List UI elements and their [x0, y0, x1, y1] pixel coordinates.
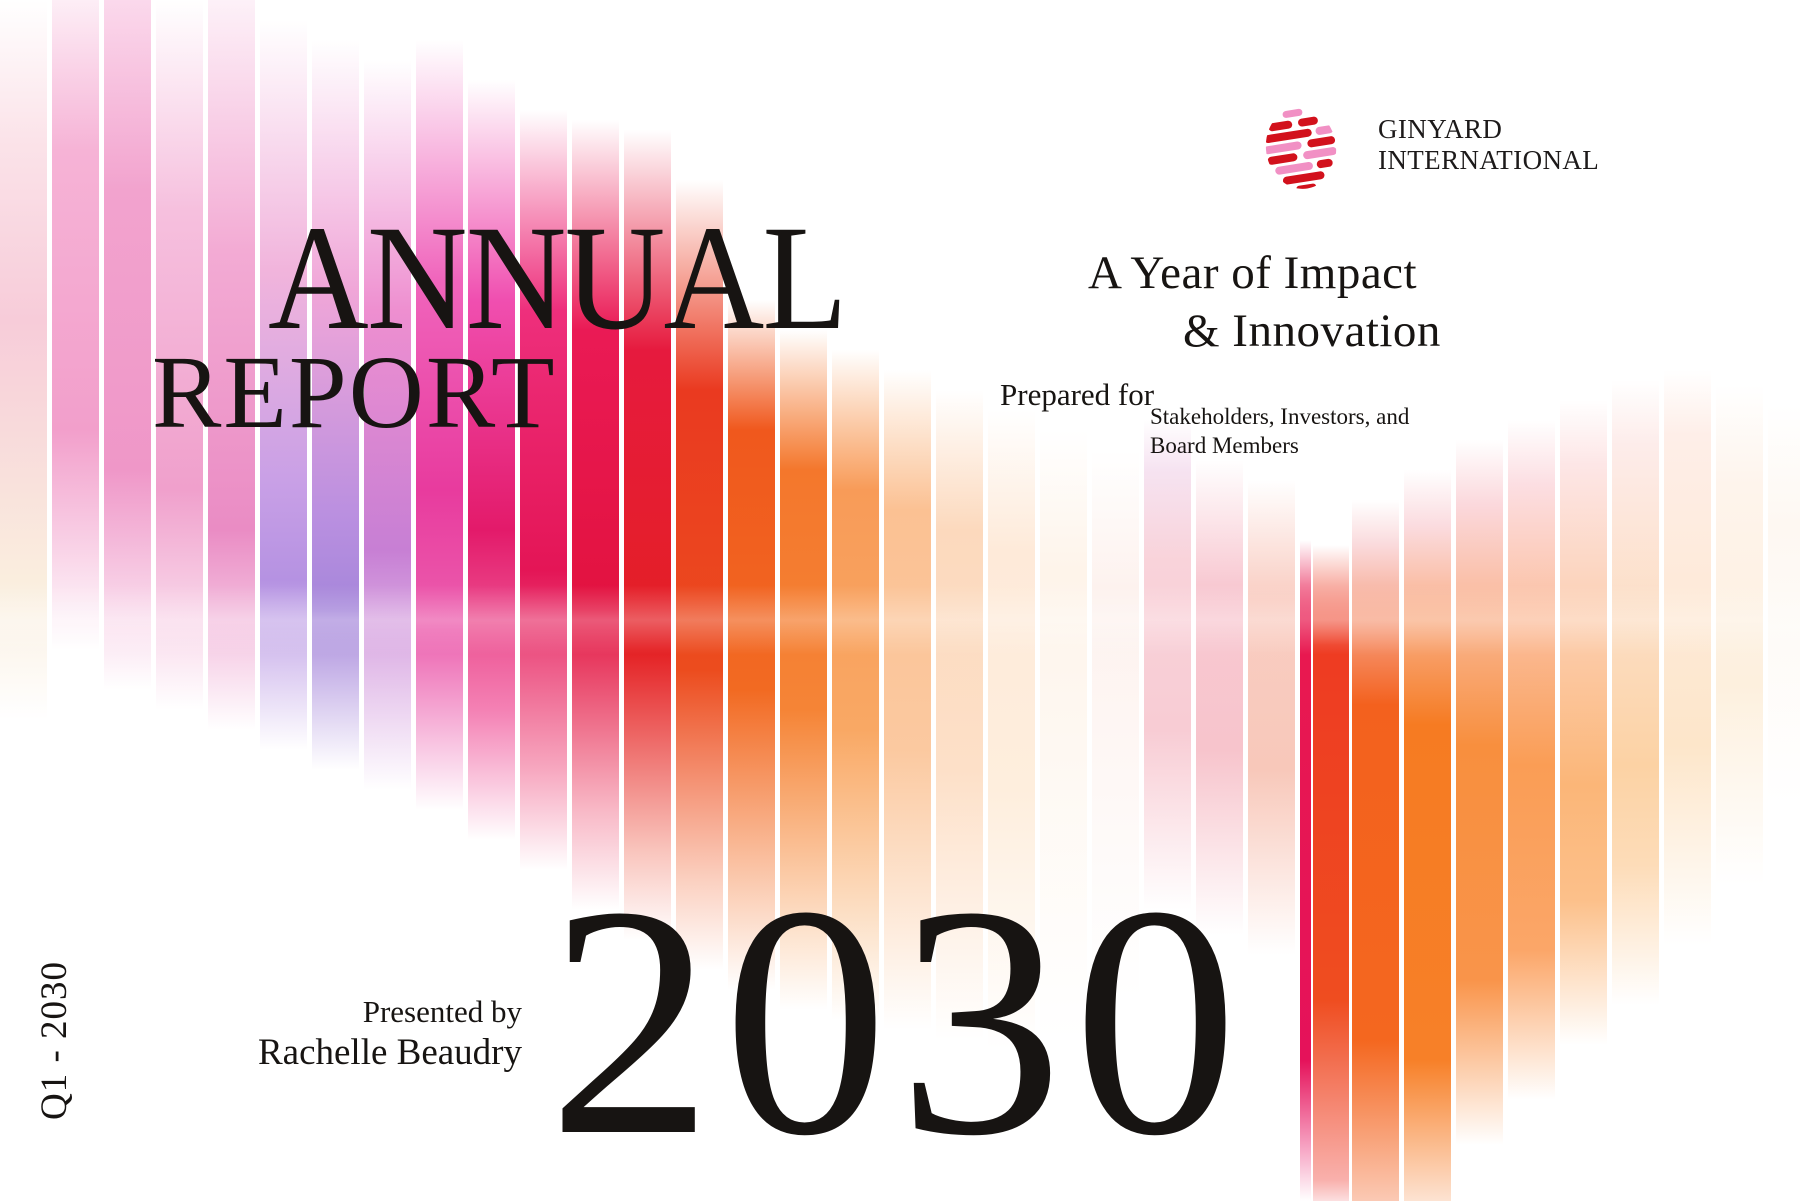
presented-by-block: Presented by Rachelle Beaudry [258, 994, 522, 1074]
gradient-stripe [1664, 0, 1711, 1201]
big-year: 2030 [548, 839, 1248, 1201]
brand-name-line1: GINYARD [1378, 114, 1503, 144]
gradient-stripe [1560, 0, 1607, 1201]
gradient-stripe [1040, 0, 1087, 1201]
gradient-stripe [468, 0, 515, 1201]
presenter-name: Rachelle Beaudry [257, 1032, 522, 1073]
gradient-stripe [364, 0, 411, 1201]
gradient-stripe [936, 0, 983, 1201]
gradient-stripe [1456, 0, 1503, 1201]
gradient-stripe [728, 0, 775, 1201]
gradient-stripe [624, 0, 671, 1201]
prepared-for-label: Prepared for [1000, 377, 1155, 412]
gradient-stripe [572, 0, 619, 1201]
period-label: Q1 - 2030 [34, 960, 75, 1120]
gradient-stripe [1300, 0, 1311, 1201]
gradient-stripe [312, 0, 359, 1201]
globe-dashes-logo-icon [1263, 108, 1337, 192]
gradient-stripe [676, 0, 723, 1201]
title-report: REPORT [152, 335, 557, 450]
subtitle-line1: A Year of Impact [1088, 247, 1418, 299]
gradient-stripe [1092, 0, 1139, 1201]
gradient-stripe [1144, 0, 1191, 1201]
brand-lockup: GINYARD INTERNATIONAL [1262, 104, 1599, 192]
presented-by-label: Presented by [362, 994, 522, 1029]
gradient-stripe [1248, 0, 1295, 1201]
gradient-stripe [1352, 0, 1399, 1201]
gradient-stripe [1716, 0, 1763, 1201]
title-annual: ANNUAL [268, 195, 848, 361]
gradient-stripe [1768, 0, 1800, 1201]
brand-name: GINYARD INTERNATIONAL [1378, 114, 1599, 176]
gradient-stripe [1313, 0, 1349, 1201]
gradient-stripe [988, 0, 1035, 1201]
gradient-stripe [208, 0, 255, 1201]
gradient-stripe [52, 0, 99, 1201]
subtitle-line2: & Innovation [1183, 305, 1441, 357]
gradient-stripe [0, 0, 47, 1201]
gradient-stripe [416, 0, 463, 1201]
gradient-stripe [1196, 0, 1243, 1201]
gradient-stripe [1404, 0, 1451, 1201]
gradient-stripe [780, 0, 827, 1201]
gradient-stripe [1508, 0, 1555, 1201]
gradient-stripe [884, 0, 931, 1201]
gradient-stripe [520, 0, 567, 1201]
gradient-stripe [104, 0, 151, 1201]
prepared-for-recipients: Stakeholders, Investors, and Board Membe… [1150, 404, 1410, 458]
gradient-stripe [156, 0, 203, 1201]
gradient-stripe [260, 0, 307, 1201]
gradient-stripe [832, 0, 879, 1201]
brand-name-line2: INTERNATIONAL [1378, 145, 1600, 175]
gradient-stripe [1612, 0, 1659, 1201]
